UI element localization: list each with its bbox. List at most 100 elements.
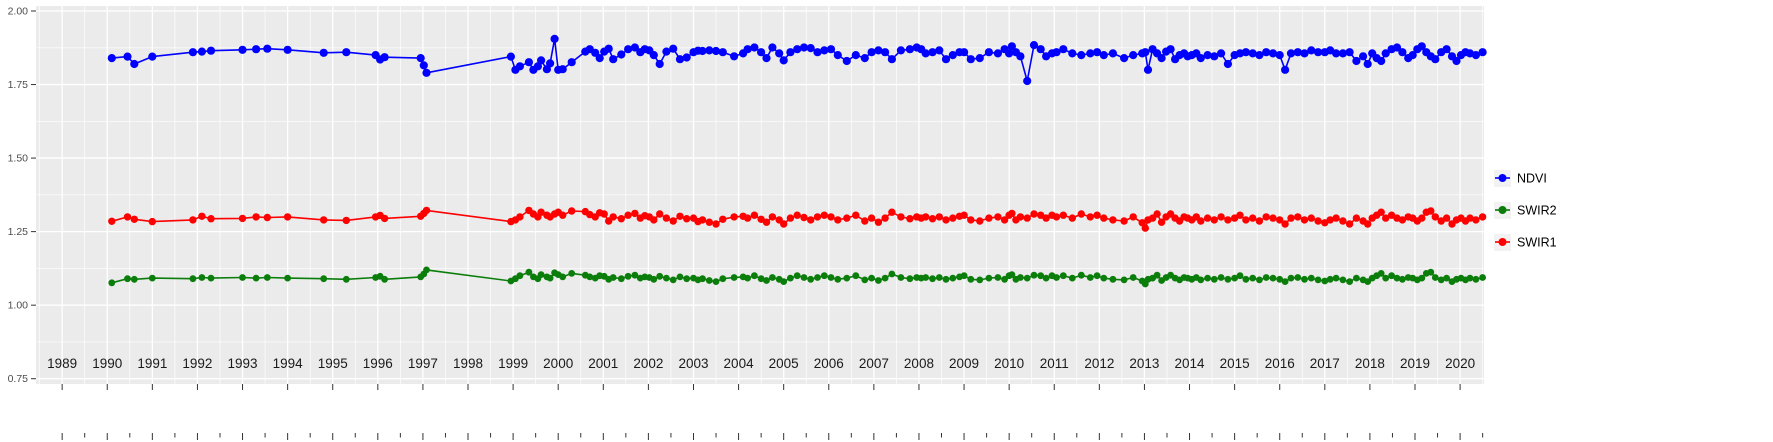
data-point-swir1 (935, 213, 943, 221)
data-point-swir2 (1443, 274, 1450, 282)
data-point-swir1 (1042, 214, 1050, 222)
data-point-ndvi (1099, 51, 1108, 60)
data-point-swir1 (1000, 216, 1009, 224)
data-point-swir2 (108, 279, 116, 287)
data-point-ndvi (1210, 52, 1219, 61)
data-point-swir1 (1129, 213, 1137, 221)
data-point-swir1 (807, 216, 815, 224)
data-point-ndvi (1255, 51, 1264, 60)
y-tick-label: 0.75 (8, 373, 29, 385)
data-point-swir2 (1008, 271, 1016, 278)
data-point-ndvi (813, 48, 822, 57)
data-point-ndvi (799, 43, 809, 52)
data-point-swir2 (1053, 274, 1060, 281)
data-point-swir2 (985, 274, 993, 282)
data-point-swir2 (559, 273, 567, 281)
x-tick-label: 2012 (1084, 356, 1114, 371)
data-point-ndvi (550, 34, 559, 44)
x-tick-label: 1997 (408, 356, 438, 371)
data-point-swir2 (1109, 275, 1117, 283)
data-point-swir2 (650, 275, 658, 283)
data-point-ndvi (757, 48, 766, 57)
x-tick-label: 2016 (1265, 356, 1295, 371)
x-tick-label: 2000 (543, 356, 573, 371)
data-point-ndvi (609, 55, 618, 64)
y-tick-label: 2.00 (8, 6, 29, 18)
data-point-swir1 (1427, 207, 1435, 215)
data-point-swir1 (656, 210, 664, 218)
data-point-swir2 (1346, 278, 1353, 285)
data-point-ndvi (1381, 49, 1390, 58)
data-point-ndvi (123, 52, 132, 61)
data-point-swir1 (897, 213, 905, 221)
data-point-ndvi (1363, 59, 1372, 69)
data-point-ndvi (1077, 51, 1086, 60)
x-tick-label: 2005 (769, 356, 799, 371)
data-point-ndvi (711, 46, 721, 56)
data-point-swir1 (1352, 214, 1361, 222)
data-point-ndvi (655, 59, 664, 69)
data-point-swir1 (1037, 211, 1045, 219)
data-point-ndvi (1307, 46, 1316, 55)
data-point-swir1 (320, 216, 328, 224)
data-point-swir2 (730, 274, 738, 281)
legend-label: SWIR2 (1517, 204, 1557, 218)
data-point-ndvi (993, 49, 1003, 58)
data-point-swir2 (976, 276, 984, 284)
data-point-swir2 (1307, 274, 1315, 282)
data-point-swir1 (1377, 208, 1385, 216)
data-point-ndvi (669, 44, 678, 53)
data-point-swir2 (1377, 270, 1385, 277)
data-point-swir1 (1109, 216, 1117, 224)
data-point-swir2 (935, 274, 943, 281)
data-point-swir2 (814, 274, 821, 281)
data-point-ndvi (422, 68, 431, 77)
data-point-swir1 (1197, 217, 1205, 225)
data-point-swir2 (663, 274, 670, 282)
data-point-swir1 (942, 216, 950, 224)
data-point-swir1 (1321, 219, 1329, 227)
data-point-swir1 (422, 206, 431, 215)
data-point-ndvi (319, 48, 328, 57)
data-point-swir1 (1387, 211, 1396, 219)
data-point-ndvi (1281, 65, 1290, 74)
data-point-swir2 (888, 270, 896, 278)
data-point-swir2 (609, 274, 617, 281)
x-tick-label: 1993 (228, 356, 258, 371)
data-point-ndvi (1157, 54, 1166, 63)
data-point-swir1 (1307, 214, 1316, 222)
data-point-ndvi (1108, 49, 1117, 58)
data-point-ndvi (975, 54, 984, 63)
data-point-swir1 (705, 218, 713, 226)
data-point-ndvi (860, 54, 869, 63)
data-point-ndvi (1268, 49, 1278, 58)
data-point-swir1 (1100, 214, 1108, 222)
x-tick-label: 2009 (949, 356, 979, 371)
data-point-swir1 (516, 213, 524, 221)
data-point-ndvi (966, 55, 975, 64)
y-tick-label: 1.25 (8, 226, 29, 238)
data-point-swir1 (827, 213, 835, 221)
data-point-swir2 (1393, 274, 1401, 282)
x-tick-label: 2011 (1040, 356, 1069, 371)
data-point-swir1 (683, 215, 691, 223)
data-point-ndvi (750, 43, 759, 52)
data-point-swir2 (868, 274, 875, 282)
y-tick-label: 1.00 (8, 300, 29, 312)
data-point-ndvi (921, 49, 930, 58)
data-point-swir1 (1141, 224, 1150, 232)
data-point-ndvi (1143, 65, 1153, 74)
data-point-swir2 (656, 272, 664, 280)
x-tick-label: 2002 (633, 356, 663, 371)
data-point-ndvi (730, 52, 739, 61)
data-point-ndvi (604, 44, 613, 53)
data-point-swir1 (881, 214, 889, 222)
data-point-ndvi (698, 46, 707, 56)
data-point-swir2 (1037, 272, 1045, 280)
data-point-swir2 (852, 272, 860, 280)
data-point-swir1 (967, 216, 975, 224)
data-point-swir2 (1093, 272, 1101, 280)
data-point-ndvi (743, 45, 752, 54)
data-point-ndvi (820, 46, 829, 55)
